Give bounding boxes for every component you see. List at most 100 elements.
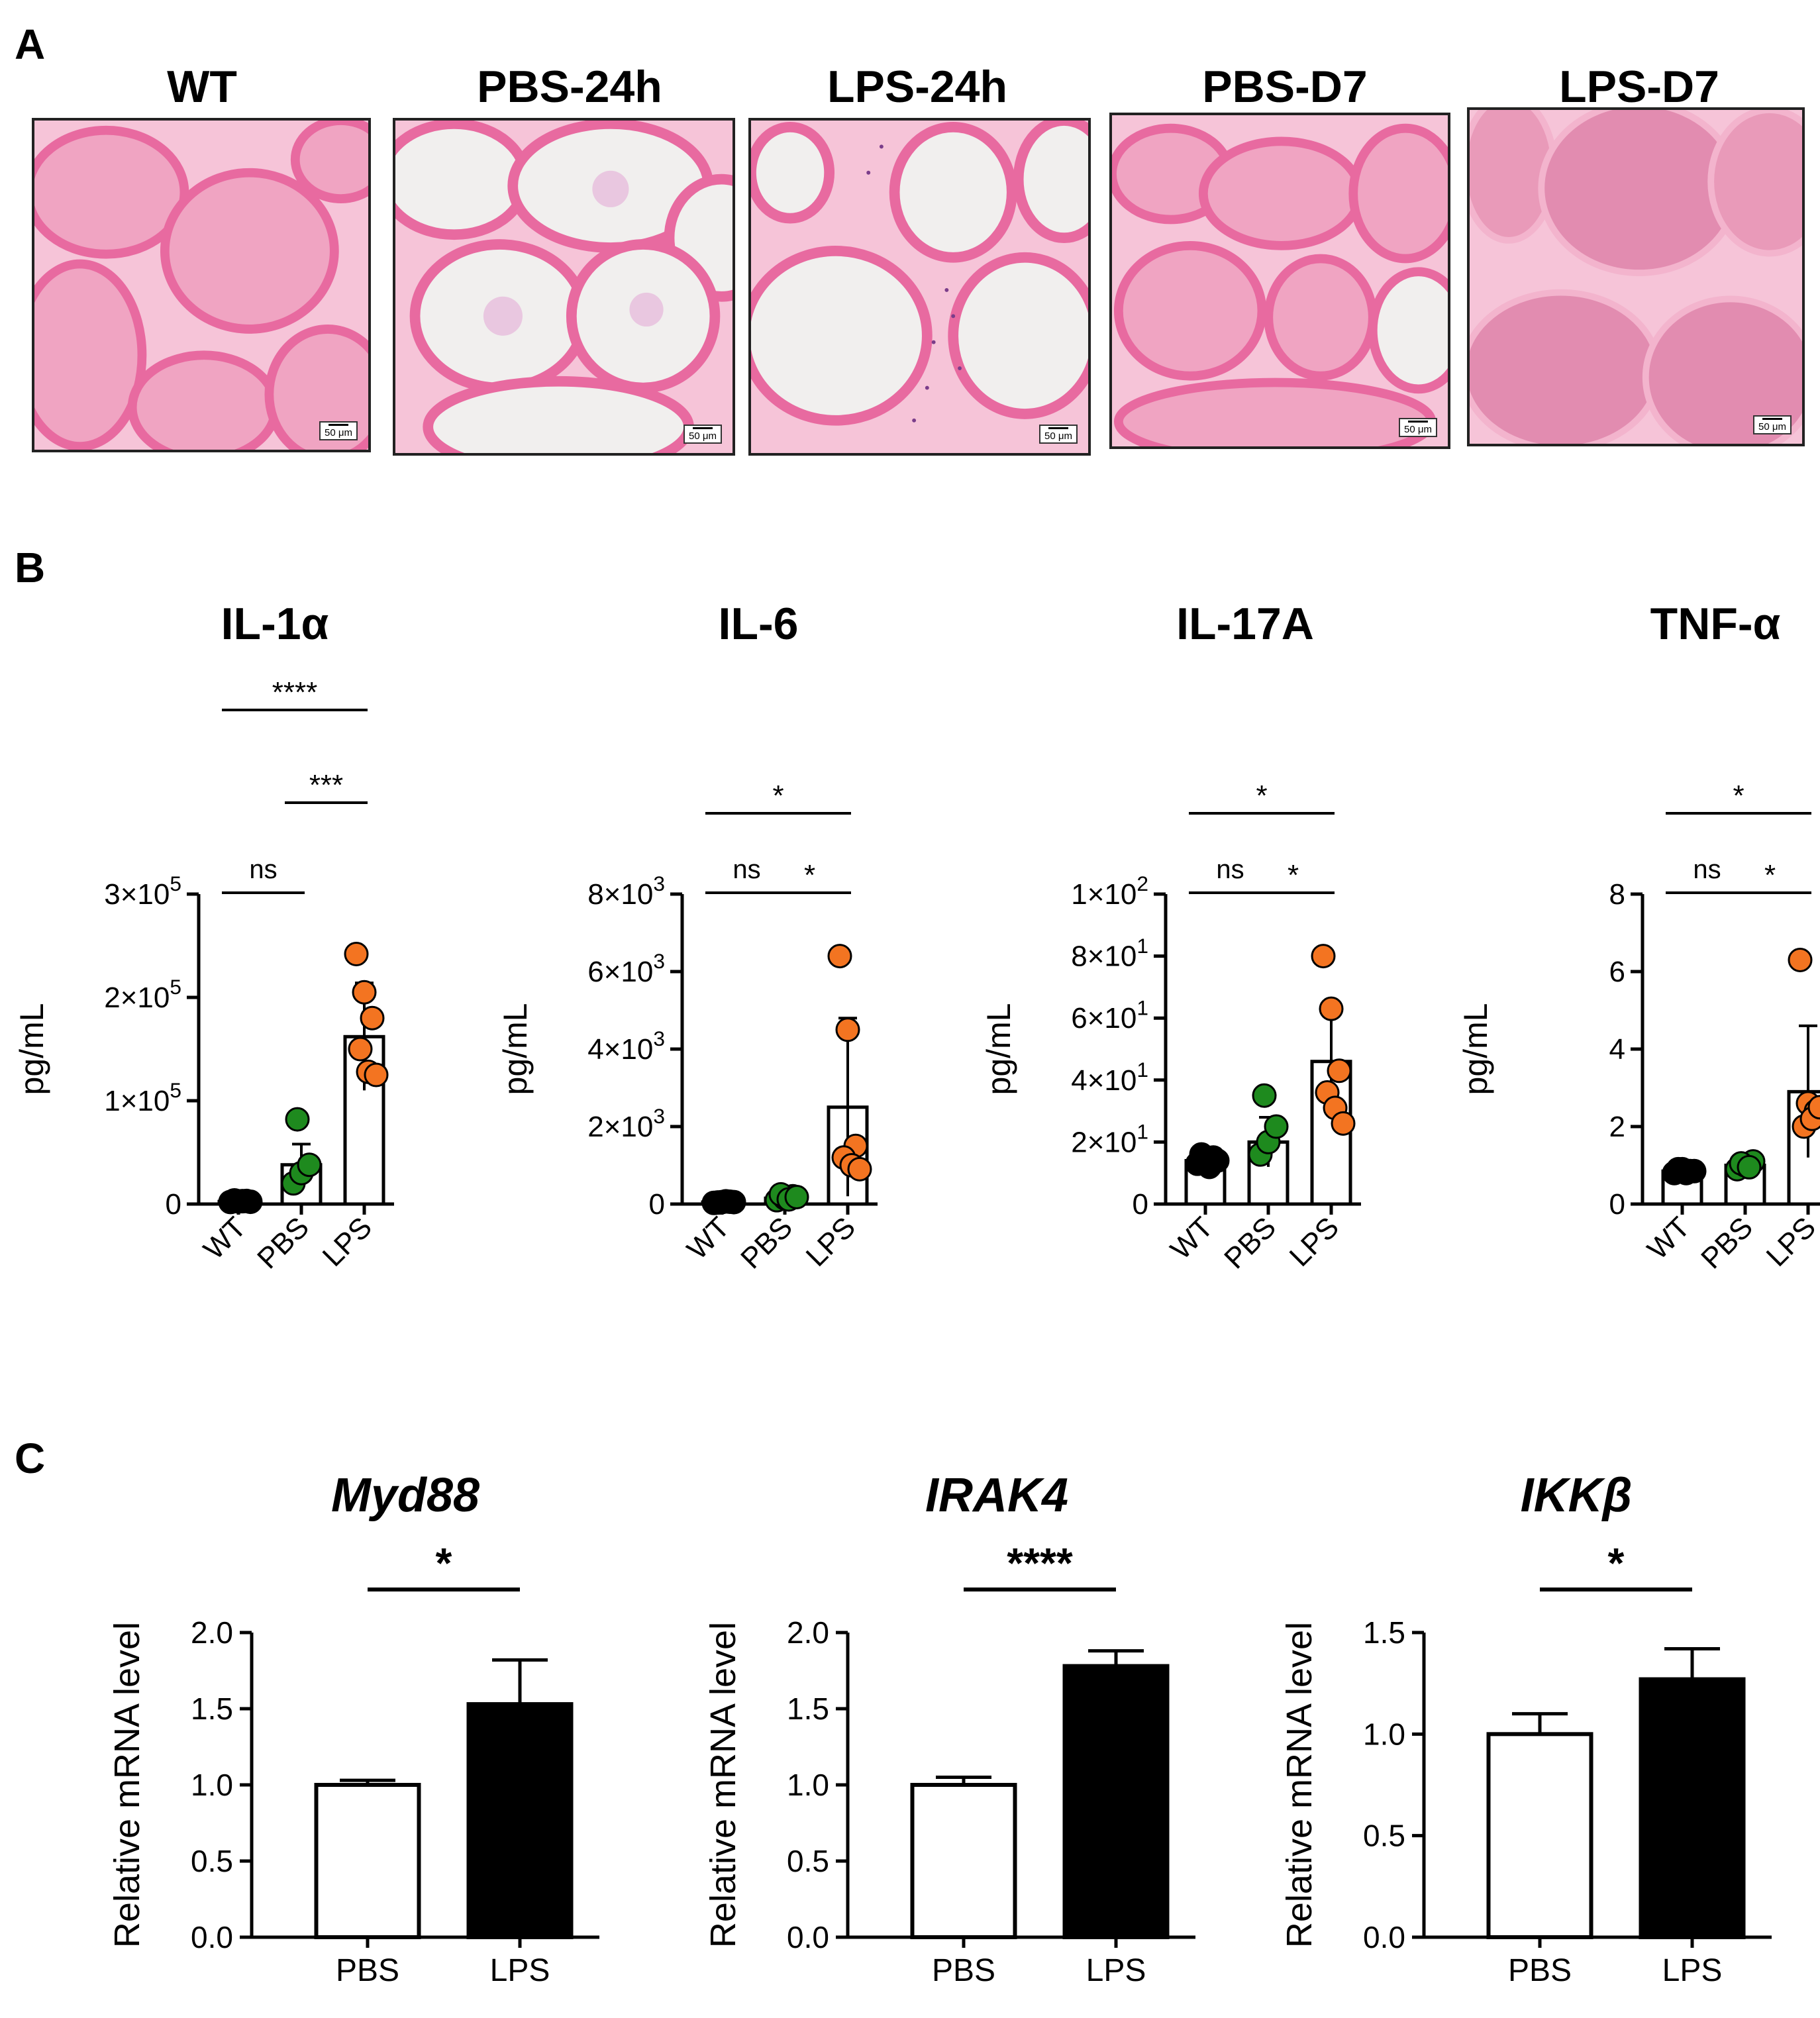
data-point [1737,1154,1762,1180]
data-point [1807,1095,1820,1120]
data-point [1682,1158,1707,1184]
data-point [1205,1148,1230,1173]
significance-label: * [1288,859,1299,891]
y-tick-label: 2×105 [104,975,181,1014]
significance-label: ns [733,855,760,884]
data-point [784,1184,809,1209]
y-axis-label: Relative mRNA level [703,1622,743,1948]
y-tick-label: 2.0 [191,1615,233,1650]
data-point [297,1152,322,1178]
data-point [348,1036,373,1062]
x-tick-label: WT [1641,1211,1696,1266]
significance-label: * [1256,780,1267,812]
y-tick-label: 2×101 [1071,1120,1148,1159]
panel-label-c: C [15,1435,46,1482]
chart-title: IL-1α [221,599,329,649]
significance-label: * [1733,780,1744,812]
panel-label-a: A [15,21,46,68]
y-tick-label: 1×102 [1071,872,1148,911]
y-tick-label: 1.5 [1363,1615,1405,1650]
data-point [360,1005,385,1031]
y-axis-label: pg/mL [13,1003,50,1095]
y-tick-label: 1×105 [104,1078,181,1117]
y-tick-label: 0 [649,1188,665,1221]
data-point [847,1156,872,1182]
histology-image-pbs-d7: 50 μm [1109,113,1450,449]
x-tick-label: PBS [251,1211,315,1275]
bar [1062,1664,1170,1940]
x-tick-label: LPS [1760,1211,1820,1272]
significance-label: *** [309,769,343,801]
y-tick-label: 0.5 [191,1844,233,1878]
scale-bar: 50 μm [683,425,722,444]
bar [1486,1732,1593,1939]
x-tick-label: WT [197,1211,252,1266]
x-tick-label: PBS [932,1953,995,1988]
data-point [364,1062,389,1087]
y-tick-label: 0 [166,1188,181,1221]
data-point [1331,1111,1356,1136]
y-tick-label: 2 [1609,1111,1625,1143]
x-tick-label: PBS [1508,1953,1572,1988]
bar [314,1783,421,1939]
data-point [352,980,377,1005]
y-tick-label: 1.5 [191,1691,233,1726]
data-point [1327,1058,1352,1084]
y-axis-label: pg/mL [497,1003,534,1095]
data-point [827,944,852,969]
significance-label: **** [1007,1539,1073,1587]
x-tick-label: WT [1164,1211,1219,1266]
histology-title-wt: WT [167,62,237,112]
y-tick-label: 0.5 [1363,1819,1405,1853]
y-tick-label: 1.0 [787,1768,829,1802]
histology-title-pbs-24h: PBS-24h [477,62,662,112]
data-point [238,1189,263,1215]
y-tick-label: 1.0 [1363,1717,1405,1751]
significance-label: * [804,859,815,891]
chart-title: Myd88 [331,1469,480,1522]
x-tick-label: LPS [490,1953,550,1988]
histology-title-lps-d7: LPS-D7 [1559,62,1719,112]
y-tick-label: 0.0 [787,1920,829,1954]
significance-label: * [772,780,784,812]
y-tick-label: 6×101 [1071,995,1148,1034]
y-tick-label: 0.0 [1363,1920,1405,1954]
bar [910,1783,1017,1939]
x-tick-label: PBS [336,1953,399,1988]
chart-title: IL-17A [1176,599,1314,649]
y-tick-label: 8 [1609,878,1625,911]
x-tick-label: PBS [1695,1211,1759,1275]
data-point [1264,1114,1289,1139]
x-tick-label: LPS [1662,1953,1723,1988]
histology-title-pbs-d7: PBS-D7 [1202,62,1368,112]
scale-bar: 50 μm [1753,415,1792,434]
y-axis-label: Relative mRNA level [107,1622,147,1948]
y-tick-label: 8×101 [1071,934,1148,973]
y-tick-label: 0 [1609,1188,1625,1221]
bar [466,1702,574,1940]
y-tick-label: 4×103 [587,1027,665,1066]
scale-bar: 50 μm [1039,425,1078,444]
chart-title: IL-6 [719,599,799,649]
y-tick-label: 1.5 [787,1691,829,1726]
y-tick-label: 0.0 [191,1920,233,1954]
significance-label: * [436,1539,452,1587]
histology-image-pbs-24h: 50 μm [393,118,735,456]
data-point [835,1017,860,1042]
x-tick-label: LPS [1086,1953,1146,1988]
y-tick-label: 1.0 [191,1768,233,1802]
histology-image-lps-24h: 50 μm [748,118,1091,456]
significance-label: * [1764,859,1776,891]
significance-label: ns [249,855,277,884]
x-tick-label: LPS [317,1211,378,1272]
significance-label: * [1608,1539,1625,1587]
y-tick-label: 0.5 [787,1844,829,1878]
histology-title-lps-24h: LPS-24h [827,62,1008,112]
data-point [285,1107,310,1132]
bar [1639,1677,1746,1940]
significance-label: **** [272,676,318,709]
x-tick-label: LPS [800,1211,862,1272]
y-tick-label: 8×103 [587,872,665,911]
y-tick-label: 6 [1609,956,1625,988]
x-tick-label: LPS [1284,1211,1345,1272]
